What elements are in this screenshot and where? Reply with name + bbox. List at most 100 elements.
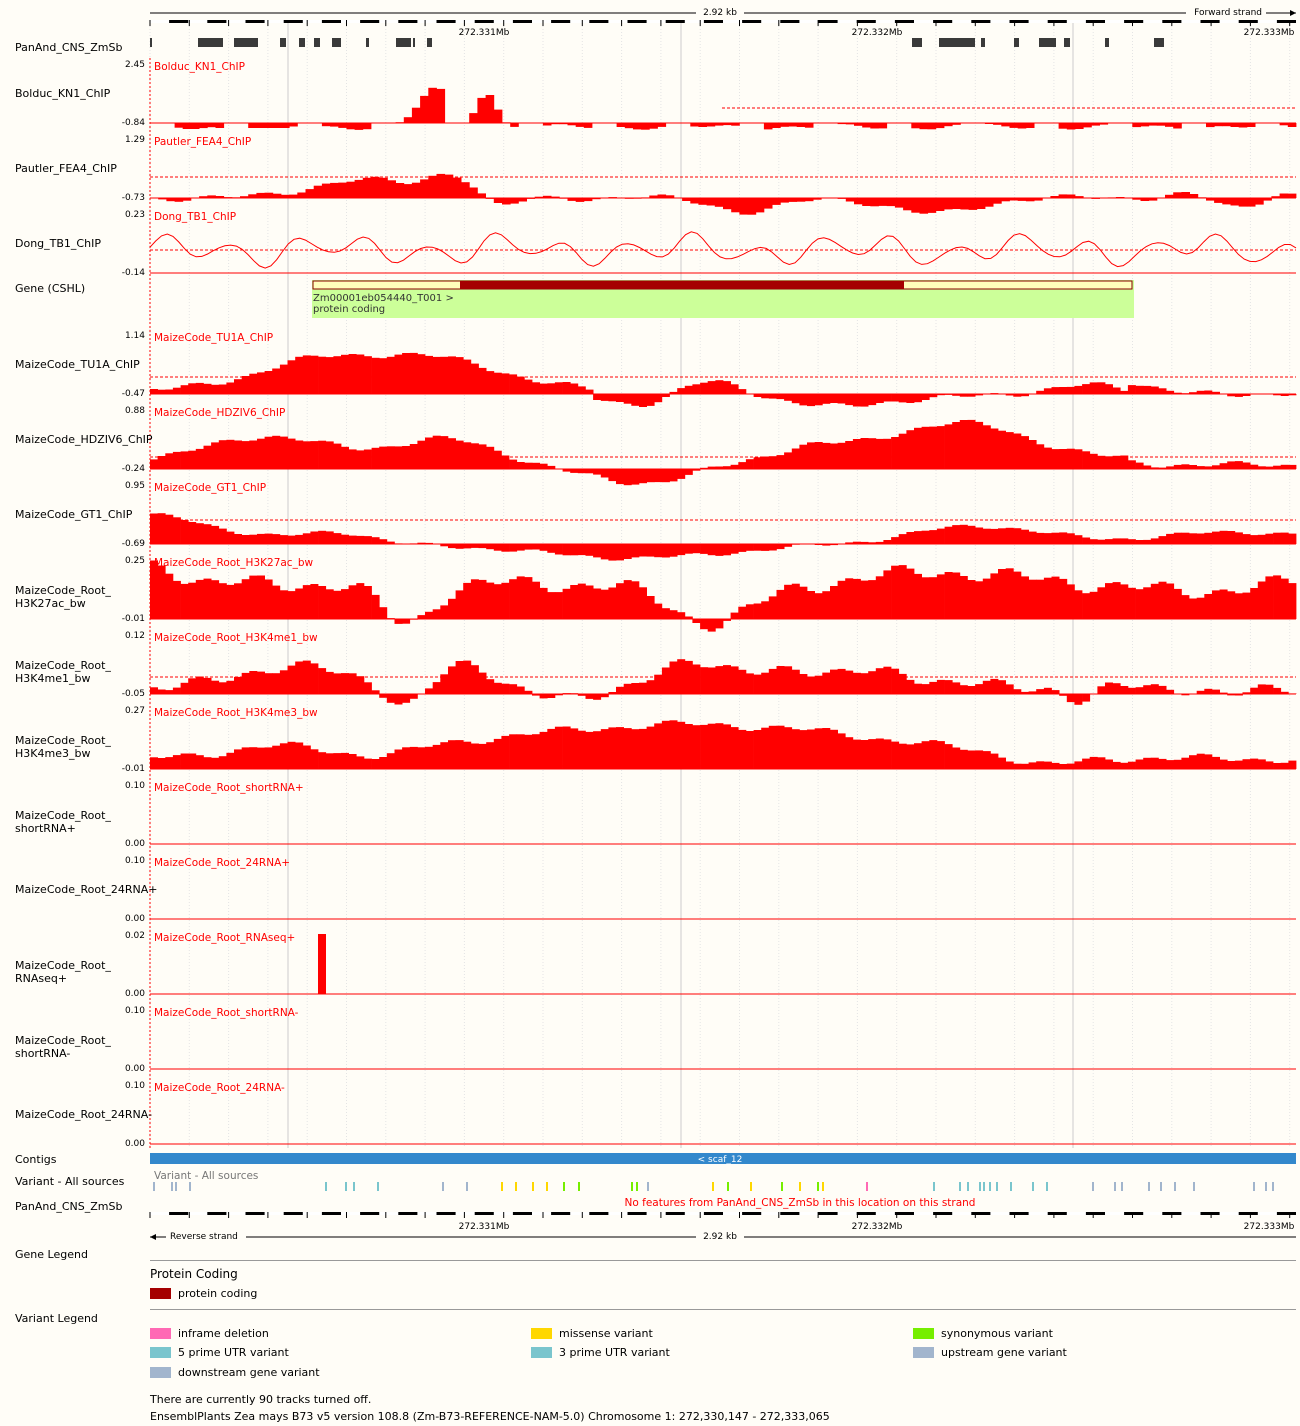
signal-bar <box>1059 694 1068 696</box>
signal-bar <box>395 183 405 198</box>
signal-bar <box>929 577 938 619</box>
label-variant: Variant - All sources <box>15 1175 125 1188</box>
signal-bar <box>1021 763 1029 769</box>
signal-bar <box>455 661 464 694</box>
signal-bar <box>623 728 632 769</box>
signal-bar <box>1028 531 1037 544</box>
signal-bar <box>1238 198 1248 207</box>
signal-bar <box>1127 539 1136 544</box>
signal-bar <box>215 196 225 198</box>
signal-bar <box>394 354 403 394</box>
signal-bar <box>1005 432 1014 469</box>
signal-bar <box>1242 759 1251 769</box>
signal-bar <box>1189 194 1199 198</box>
signal-bar <box>975 394 984 396</box>
signal-bar <box>898 394 907 403</box>
signal-bar <box>470 579 479 619</box>
scale-bar-segment <box>1257 20 1277 23</box>
signal-bar <box>1112 387 1121 394</box>
signal-bar <box>1287 193 1297 198</box>
synonymous-swatch <box>913 1328 934 1339</box>
signal-bar <box>990 753 999 769</box>
signal-bar <box>623 683 632 694</box>
track-min-label: 0.00 <box>125 989 145 999</box>
signal-bar <box>1021 576 1029 619</box>
signal-bar <box>1025 123 1035 128</box>
signal-bar <box>287 438 296 469</box>
signal-bar <box>707 619 716 632</box>
signal-bar <box>195 579 204 619</box>
signal-bar <box>157 689 166 694</box>
signal-bar <box>837 123 847 125</box>
scale-bar-segment <box>875 1212 895 1215</box>
signal-bar <box>302 441 311 469</box>
signal-bar <box>1166 533 1175 544</box>
signal-bar <box>624 198 634 199</box>
signal-bar <box>409 352 418 394</box>
signal-bar <box>203 677 212 694</box>
signal-bar <box>814 593 823 619</box>
signal-bar <box>944 123 953 127</box>
signal-bar <box>738 606 747 619</box>
signal-bar <box>1273 394 1282 396</box>
signal-bar <box>165 690 174 694</box>
signal-bar <box>1212 590 1220 619</box>
signal-bar <box>1273 465 1282 469</box>
label-pautler: Pautler_FEA4_ChIP <box>15 162 117 175</box>
signal-bar <box>1280 394 1289 396</box>
signal-bar <box>799 586 808 619</box>
signal-bar <box>425 437 433 469</box>
signal-bar <box>1150 467 1159 469</box>
signal-bar <box>1265 761 1274 769</box>
signal-bar <box>234 440 242 469</box>
signal-bar <box>1189 465 1197 469</box>
signal-bar <box>354 179 364 198</box>
signal-bar <box>776 394 785 400</box>
scale-bar-segment <box>914 20 934 23</box>
signal-bar <box>1013 528 1022 544</box>
signal-bar <box>486 742 495 769</box>
signal-bar <box>791 583 800 619</box>
signal-bar <box>554 382 563 394</box>
signal-bar <box>321 183 331 198</box>
inframe-deletion-swatch <box>150 1328 171 1339</box>
signal-bar <box>318 668 327 694</box>
signal-bar <box>791 394 800 404</box>
signal-bar <box>157 513 166 544</box>
signal-bar <box>1043 577 1052 619</box>
signal-bar <box>150 513 158 544</box>
signal-bar <box>623 394 632 404</box>
signal-bar <box>898 673 907 694</box>
scale-bar-segment <box>646 20 666 23</box>
signal-bar <box>862 198 871 206</box>
signal-bar <box>784 584 793 619</box>
signal-bar <box>745 673 754 694</box>
signal-bar <box>903 198 912 211</box>
signal-bar <box>1279 123 1289 126</box>
signal-bar <box>1135 540 1144 544</box>
inframe-deletion-label: inframe deletion <box>178 1327 269 1340</box>
signal-bar <box>425 355 433 394</box>
signal-bar <box>1058 194 1068 198</box>
signal-bar <box>330 182 339 198</box>
signal-bar <box>585 469 594 474</box>
signal-bar <box>567 198 577 201</box>
divider <box>150 1309 1296 1310</box>
scale-bar-segment <box>417 1212 437 1215</box>
missense-swatch <box>531 1328 552 1339</box>
signal-bar <box>532 462 540 469</box>
signal-bar <box>486 582 495 619</box>
variant-marker <box>1046 1182 1048 1191</box>
signal-bar <box>1143 587 1152 619</box>
signal-bar <box>264 533 273 544</box>
signal-bar <box>341 534 349 544</box>
signal-bar <box>577 544 586 556</box>
signal-bar <box>386 753 395 769</box>
signal-bar <box>1043 388 1052 394</box>
signal-bar <box>348 754 357 769</box>
label-h3k27ac: MaizeCode_Root_ H3K27ac_bw <box>15 584 111 610</box>
label-panand-top: PanAnd_CNS_ZmSb <box>15 41 123 54</box>
signal-bar <box>1107 197 1117 198</box>
signal-bar <box>211 525 220 544</box>
signal-bar <box>1273 763 1282 769</box>
